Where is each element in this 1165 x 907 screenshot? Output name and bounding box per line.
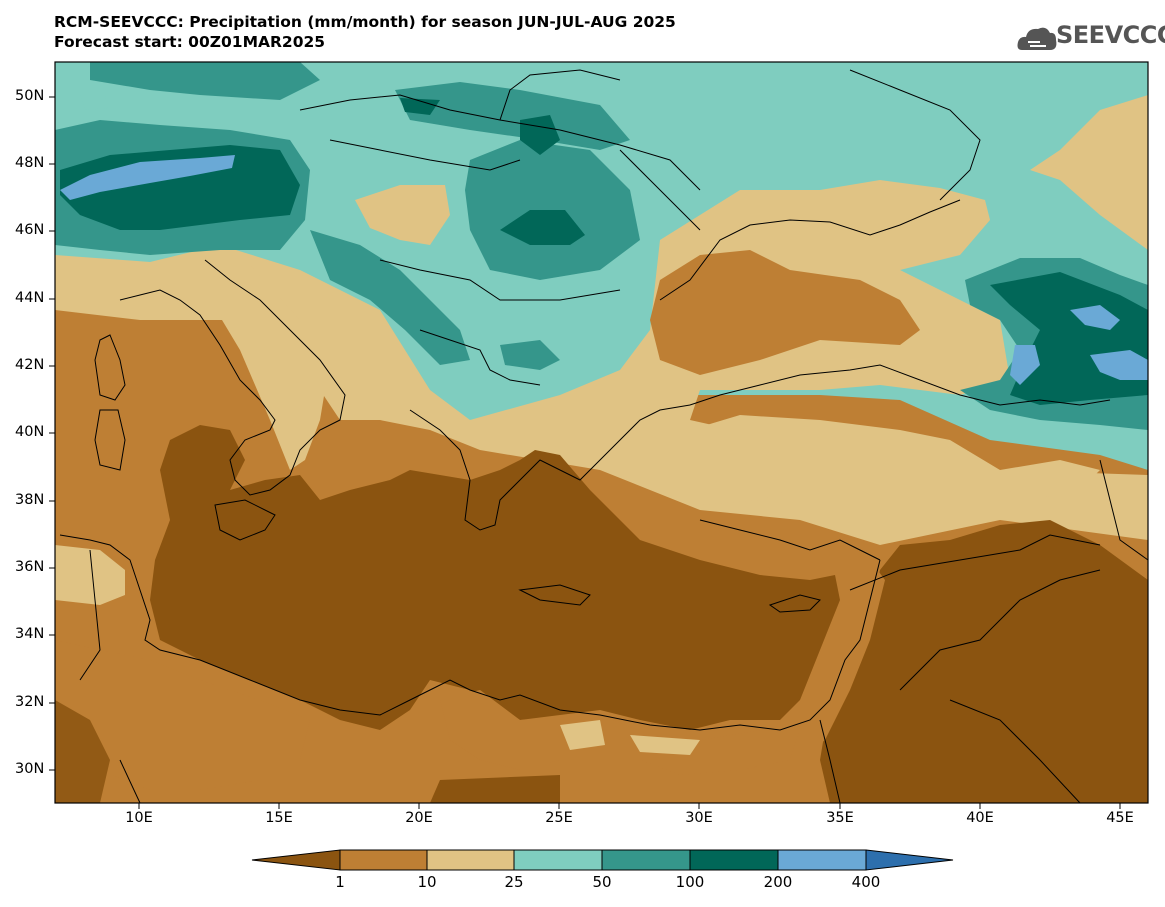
lat-label: 48N xyxy=(15,155,45,171)
lat-label: 50N xyxy=(15,88,45,104)
title-line-1: RCM-SEEVCCC: Precipitation (mm/month) fo… xyxy=(54,13,676,31)
colorbar-label: 400 xyxy=(851,873,881,891)
colorbar-label: 25 xyxy=(504,873,524,891)
lon-label: 30E xyxy=(685,810,713,826)
lon-label: 40E xyxy=(966,810,994,826)
lon-label: 10E xyxy=(125,810,153,826)
lat-label: 40N xyxy=(15,424,45,440)
lon-label: 25E xyxy=(545,810,573,826)
lon-label: 35E xyxy=(826,810,854,826)
coastlines xyxy=(59,69,1148,803)
lat-label: 30N xyxy=(15,761,45,777)
precipitation-field xyxy=(55,62,1148,803)
colorbar-label: 100 xyxy=(675,873,705,891)
map-title: RCM-SEEVCCC: Precipitation (mm/month) fo… xyxy=(54,12,676,52)
lon-label: 45E xyxy=(1106,810,1134,826)
colorbar xyxy=(251,849,954,871)
lat-label: 46N xyxy=(15,222,45,238)
lon-label: 20E xyxy=(405,810,433,826)
lon-label: 15E xyxy=(265,810,293,826)
lat-label: 44N xyxy=(15,290,45,306)
colorbar-label: 1 xyxy=(335,873,345,891)
colorbar-label: 200 xyxy=(763,873,793,891)
lat-label: 38N xyxy=(15,492,45,508)
lat-label: 42N xyxy=(15,357,45,373)
logo-text: SEEVCCC xyxy=(1056,21,1165,49)
lat-label: 34N xyxy=(15,626,45,642)
lat-label: 36N xyxy=(15,559,45,575)
lat-label: 32N xyxy=(15,694,45,710)
colorbar-label: 10 xyxy=(417,873,437,891)
cloud-logo-icon xyxy=(1017,27,1057,50)
title-line-2: Forecast start: 00Z01MAR2025 xyxy=(54,33,326,51)
colorbar-label: 50 xyxy=(592,873,612,891)
